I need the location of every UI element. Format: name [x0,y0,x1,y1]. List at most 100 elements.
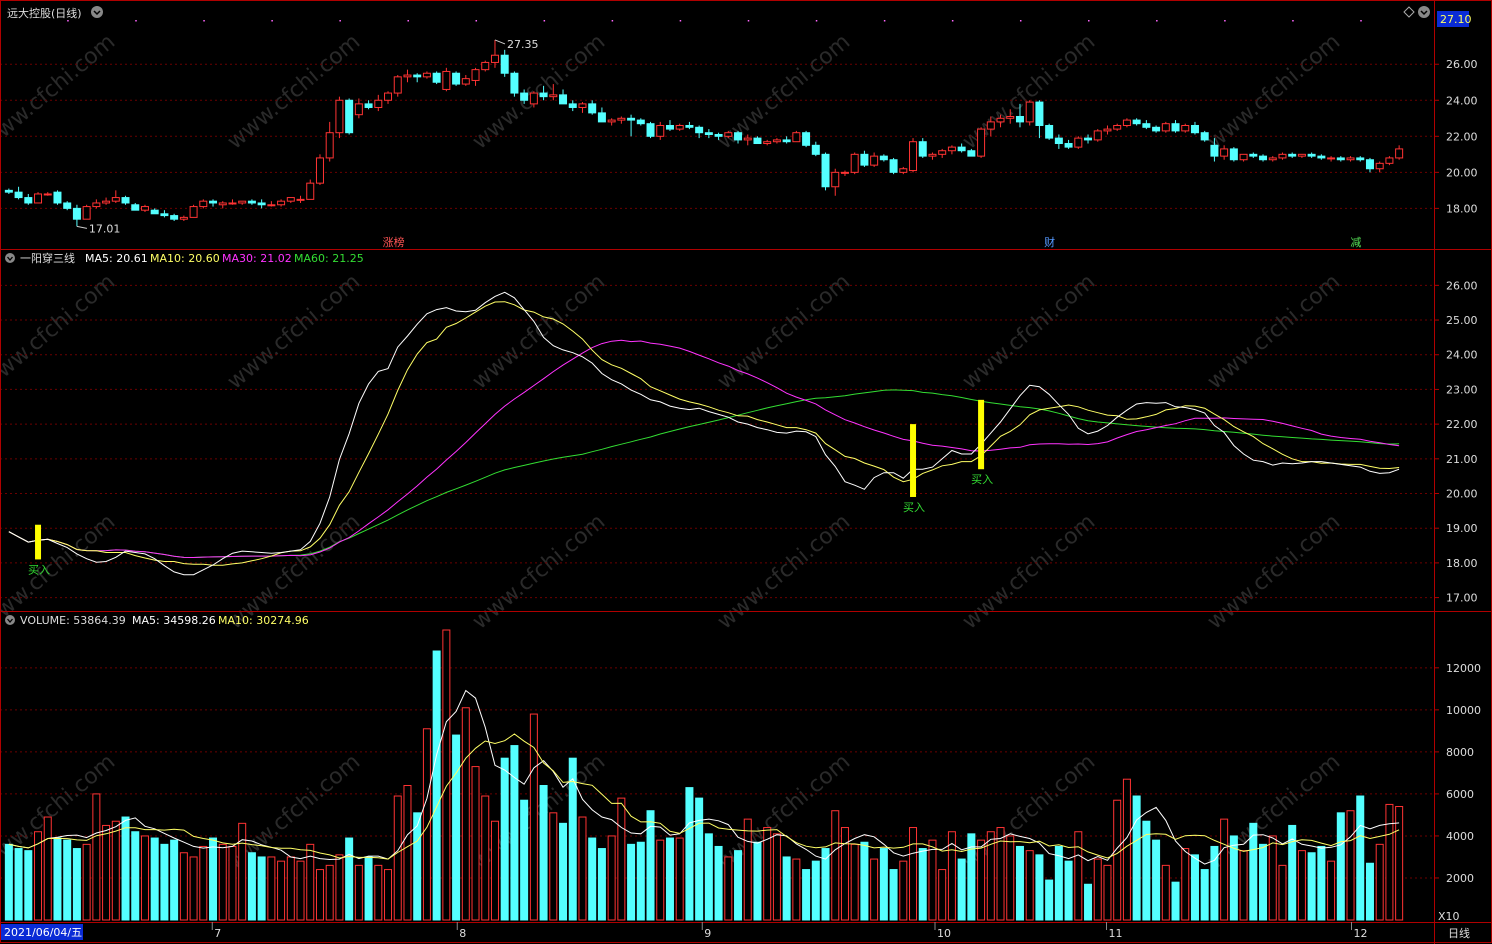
volume-bar [325,864,334,921]
candle [947,145,956,155]
period-label[interactable]: 日线 [1448,926,1470,940]
candle-body [335,99,344,134]
candle [607,118,616,126]
candle [695,125,704,139]
dropdown-icon[interactable] [1418,6,1430,18]
axis-tick-label: 18.00 [1446,202,1478,215]
volume-bar [267,856,276,921]
volume-bar [1054,845,1063,921]
marker-dot [951,20,954,22]
volume-bar [384,869,393,921]
volume-bar [306,843,315,921]
volume-bar [1375,843,1384,921]
candle-body [432,72,441,83]
candle [72,204,81,227]
candle [354,98,363,119]
candle-body [539,92,548,98]
volume-bar [111,820,120,921]
candle [452,71,461,86]
candle-body [1395,148,1404,159]
volume-bar [772,833,781,921]
candle-body [889,159,898,173]
candle-body [150,209,159,215]
candle-body [1317,155,1326,159]
price-panel[interactable]: 27.35 17.01 涨榜 财 减 [4,38,1404,249]
candle [1045,123,1054,140]
volume-bar [675,837,684,921]
volume-bar [422,728,431,921]
candle [1054,134,1063,149]
volume-bar [1074,831,1083,921]
collapse-icon[interactable] [91,6,103,18]
volume-bar [189,856,198,921]
candle-body [1220,148,1229,157]
volume-bar [977,839,986,921]
candle [831,168,840,196]
candle [43,192,52,196]
candle-body [1132,119,1141,125]
volume-bar [199,845,208,921]
candle-body [63,202,72,209]
candle-body [1239,153,1248,161]
candle-body [1006,115,1015,119]
volume-bar [1171,881,1180,921]
volume-bar [938,869,947,921]
candle [53,190,62,205]
candle-body [53,191,62,204]
volume-bar [442,629,451,921]
candle-body [364,103,373,108]
volume-bar [918,848,927,921]
candle [539,85,548,101]
candle [588,100,597,115]
candle [1288,152,1297,158]
candle [578,102,587,113]
candle-body [646,123,655,137]
candle [1142,120,1151,130]
indicator-collapse-icon[interactable] [5,253,15,263]
candle [102,197,111,205]
candle [724,130,733,139]
volume-bar [559,822,568,921]
candle [1327,156,1336,162]
candle-body [782,139,791,143]
candle [286,197,295,203]
volume-bar [831,810,840,921]
volume-panel[interactable] [4,629,1404,921]
volume-bar [257,856,266,921]
candle-body [247,200,256,204]
candle [150,208,159,215]
volume-bar [1365,862,1374,921]
axis-tick-label: 12000 [1446,662,1481,675]
volume-bar [1113,799,1122,921]
month-label: 7 [214,927,221,940]
volume-bar [354,864,363,921]
diamond-icon[interactable] [1403,6,1415,18]
date-label[interactable]: 2021/06/04/五 [4,926,82,939]
volume-bar [345,837,354,921]
volume-bar [957,858,966,921]
candle-body [1278,153,1287,159]
volume-bar [1278,864,1287,921]
candle [1103,125,1112,135]
candle-body [131,204,140,211]
volume-bar [1064,860,1073,921]
candle [1093,129,1102,142]
candle-body [1103,128,1112,132]
candle-body [228,202,237,205]
buy-signal-bar [978,399,985,470]
candle [1220,145,1229,160]
candle [413,73,422,83]
volume-bar [179,852,188,921]
marker-dot [475,20,478,22]
marker-dot [815,20,818,22]
volume-collapse-icon[interactable] [5,615,15,625]
volume-bar [617,797,626,921]
candle-body [811,144,820,155]
candle [1365,157,1374,173]
volume-bar [286,856,295,921]
volume-bar [1356,795,1365,921]
candle-body [675,124,684,130]
candle [753,136,762,145]
